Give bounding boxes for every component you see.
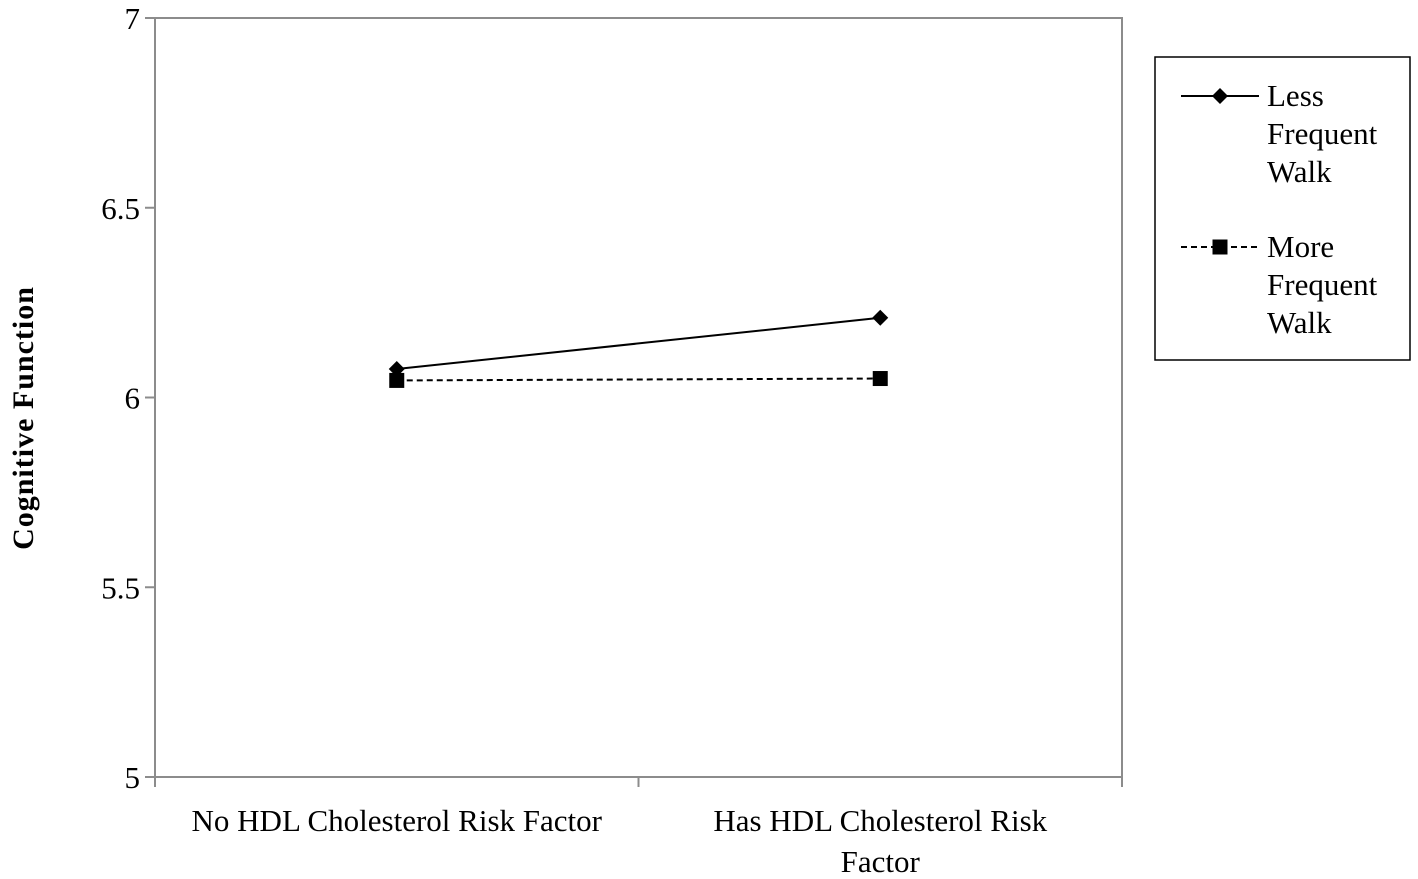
plot-frame: [154, 17, 1123, 778]
data-point: [872, 309, 889, 326]
legend-marker: [1212, 239, 1228, 255]
legend-label: Less Frequent Walk: [1267, 78, 1378, 189]
y-axis: 5 5.5 6 6.5 7: [101, 1, 155, 795]
y-tick-label: 5: [125, 760, 141, 795]
legend-box: [1154, 56, 1411, 361]
y-axis-label: Cognitive Function: [7, 286, 40, 550]
series-1: [388, 309, 889, 378]
x-axis: No HDL Cholesterol Risk Factor Has HDL Ch…: [154, 777, 1123, 879]
data-point: [872, 371, 888, 387]
plot-area-border: [154, 17, 1123, 778]
y-tick-label: 6.5: [101, 191, 140, 226]
legend-entry-1: Less Frequent Walk: [1181, 78, 1378, 189]
legend-marker: [1212, 88, 1228, 104]
series-line: [396, 316, 881, 371]
series-layer: [388, 309, 889, 388]
x-category-label: Has HDL Cholesterol Risk Factor: [713, 803, 1047, 879]
y-tick-label: 5.5: [101, 570, 140, 605]
data-point: [389, 372, 405, 388]
y-tick-label: 6: [125, 381, 141, 416]
legend: Less Frequent Walk More Frequent Walk: [1154, 56, 1411, 361]
series-2: [389, 371, 888, 388]
legend-label: More Frequent Walk: [1267, 229, 1378, 340]
x-category-label: No HDL Cholesterol Risk Factor: [192, 803, 603, 838]
legend-entry-2: More Frequent Walk: [1181, 229, 1378, 340]
series-line: [396, 377, 881, 382]
y-tick-label: 7: [125, 1, 141, 36]
